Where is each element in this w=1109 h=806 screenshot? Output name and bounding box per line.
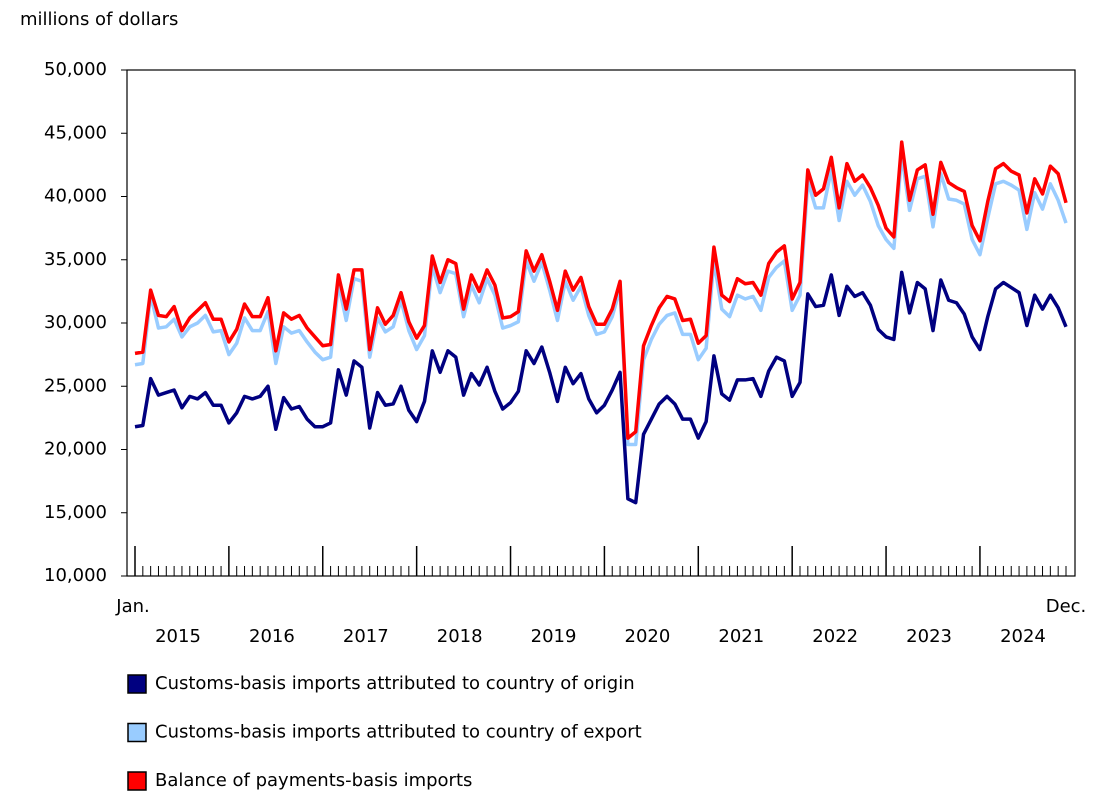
legend-label: Balance of payments-basis imports bbox=[155, 770, 472, 791]
legend-swatch bbox=[127, 771, 147, 791]
y-tick-label: 15,000 bbox=[44, 502, 107, 523]
x-tick-label: 2019 bbox=[531, 626, 577, 647]
x-tick-label: 2021 bbox=[718, 626, 764, 647]
y-tick-label: 20,000 bbox=[44, 439, 107, 460]
x-tick-label: 2016 bbox=[249, 626, 295, 647]
y-axis-label: millions of dollars bbox=[20, 9, 178, 30]
x-tick-label: 2017 bbox=[343, 626, 389, 647]
x-tick-label: 2015 bbox=[155, 626, 201, 647]
x-tick-label: 2020 bbox=[625, 626, 671, 647]
series-line bbox=[134, 270, 1068, 505]
y-tick-label: 10,000 bbox=[44, 565, 107, 586]
start-label: Jan. bbox=[115, 596, 149, 617]
y-tick-label: 35,000 bbox=[44, 249, 107, 270]
legend-swatch bbox=[127, 722, 147, 743]
x-tick-label: 2024 bbox=[1000, 626, 1046, 647]
legend-swatch bbox=[127, 674, 147, 694]
series-line bbox=[134, 153, 1068, 447]
x-tick-label: 2023 bbox=[906, 626, 952, 647]
y-tick-label: 40,000 bbox=[44, 186, 107, 207]
legend-label: Customs-basis imports attributed to coun… bbox=[155, 673, 635, 694]
x-tick-label: 2022 bbox=[812, 626, 858, 647]
legend-label: Customs-basis imports attributed to coun… bbox=[155, 722, 642, 743]
x-tick-label: 2018 bbox=[437, 626, 483, 647]
y-tick-label: 25,000 bbox=[44, 375, 107, 396]
series-line bbox=[134, 140, 1068, 440]
y-tick-label: 30,000 bbox=[44, 312, 107, 333]
y-tick-label: 45,000 bbox=[44, 122, 107, 143]
end-label: Dec. bbox=[1046, 596, 1087, 617]
y-tick-label: 50,000 bbox=[44, 59, 107, 80]
